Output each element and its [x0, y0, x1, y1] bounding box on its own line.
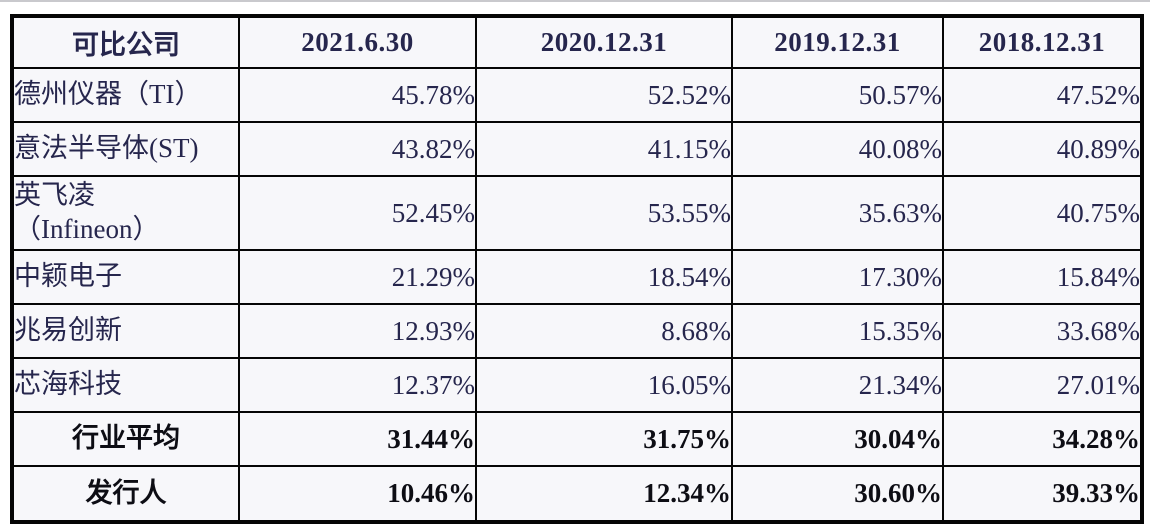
company-name-cell: 行业平均 [11, 411, 240, 467]
value-cell: 52.45% [238, 175, 477, 251]
header-date-2018.12.31: 2018.12.31 [942, 15, 1143, 69]
company-name-cell: 发行人 [11, 465, 240, 523]
top-rule [0, 0, 1150, 2]
value-cell: 35.63% [731, 175, 944, 251]
value-cell: 50.57% [731, 67, 944, 123]
table-body: 德州仪器（TI） 45.78% 52.52% 50.57% 47.52% 意法半导体(ST… [11, 67, 1143, 523]
value-cell: 21.29% [238, 249, 477, 305]
value-cell: 30.60% [731, 465, 944, 523]
value-cell: 52.52% [475, 67, 733, 123]
value-cell: 18.54% [475, 249, 733, 305]
header-company: 可比公司 [11, 15, 240, 69]
header-date-2020.12.31: 2020.12.31 [475, 15, 733, 69]
value-cell: 27.01% [942, 357, 1143, 413]
value-cell: 8.68% [475, 303, 733, 359]
company-name-cell: 中颖电子 [11, 249, 240, 305]
value-cell: 16.05% [475, 357, 733, 413]
value-cell: 21.34% [731, 357, 944, 413]
company-name-cell: 兆易创新 [11, 303, 240, 359]
value-cell: 45.78% [238, 67, 477, 123]
table-row: 兆易创新 12.93% 8.68% 15.35% 33.68% [11, 303, 1143, 359]
value-cell: 47.52% [942, 67, 1143, 123]
value-cell: 34.28% [942, 411, 1143, 467]
table-row: 德州仪器（TI） 45.78% 52.52% 50.57% 47.52% [11, 67, 1143, 123]
value-cell: 30.04% [731, 411, 944, 467]
comparable-companies-table: 可比公司 2021.6.30 2020.12.31 2019.12.31 2018.12… [10, 14, 1144, 524]
value-cell: 12.93% [238, 303, 477, 359]
company-name-cell: 意法半导体(ST) [11, 121, 240, 177]
table-row: 英飞凌 （Infineon） 52.45% 53.55% 35.63% 40.75% [11, 175, 1143, 251]
value-cell: 10.46% [238, 465, 477, 523]
table-row: 行业平均 31.44% 31.75% 30.04% 34.28% [11, 411, 1143, 467]
value-cell: 40.75% [942, 175, 1143, 251]
value-cell: 33.68% [942, 303, 1143, 359]
company-name-cell: 德州仪器（TI） [11, 67, 240, 123]
header-row: 可比公司 2021.6.30 2020.12.31 2019.12.31 2018.12… [11, 15, 1143, 69]
value-cell: 39.33% [942, 465, 1143, 523]
header-date-2019.12.31: 2019.12.31 [731, 15, 944, 69]
company-name-cell: 英飞凌 （Infineon） [11, 175, 240, 251]
value-cell: 43.82% [238, 121, 477, 177]
value-cell: 15.35% [731, 303, 944, 359]
table-row: 芯海科技 12.37% 16.05% 21.34% 27.01% [11, 357, 1143, 413]
header-date-2021.6.30: 2021.6.30 [238, 15, 477, 69]
table-row: 中颖电子 21.29% 18.54% 17.30% 15.84% [11, 249, 1143, 305]
value-cell: 53.55% [475, 175, 733, 251]
table-row: 意法半导体(ST) 43.82% 41.15% 40.08% 40.89% [11, 121, 1143, 177]
value-cell: 12.34% [475, 465, 733, 523]
company-name-cell: 芯海科技 [11, 357, 240, 413]
value-cell: 31.44% [238, 411, 477, 467]
value-cell: 12.37% [238, 357, 477, 413]
value-cell: 40.08% [731, 121, 944, 177]
value-cell: 17.30% [731, 249, 944, 305]
value-cell: 15.84% [942, 249, 1143, 305]
value-cell: 31.75% [475, 411, 733, 467]
value-cell: 41.15% [475, 121, 733, 177]
table-row: 发行人 10.46% 12.34% 30.60% 39.33% [11, 465, 1143, 523]
value-cell: 40.89% [942, 121, 1143, 177]
